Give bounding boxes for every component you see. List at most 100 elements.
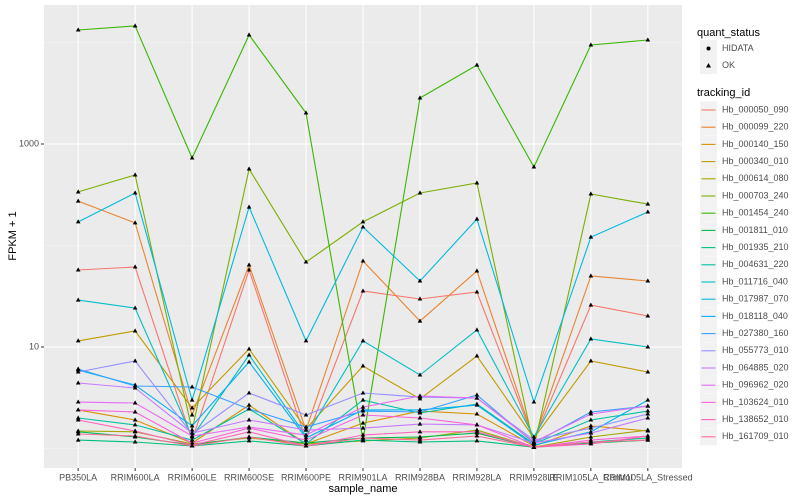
point: [75, 380, 81, 385]
point: [417, 407, 423, 412]
point: [645, 427, 651, 432]
point: [189, 443, 195, 448]
point: [360, 390, 366, 395]
point: [417, 296, 423, 301]
point: [645, 408, 651, 413]
point: [588, 302, 594, 307]
point: [132, 190, 138, 195]
point: [645, 278, 651, 283]
point: [75, 369, 81, 374]
point: [645, 433, 651, 438]
x-tick-label: RRIM105LA_Stressed: [603, 472, 693, 482]
point: [645, 201, 651, 206]
legend-label: Hb_096962_020: [722, 380, 789, 390]
point: [132, 23, 138, 28]
legend-label: Hb_103624_010: [722, 397, 789, 407]
point: [132, 428, 138, 433]
legend-label: Hb_001454_240: [722, 208, 789, 218]
point: [189, 423, 195, 428]
point: [645, 397, 651, 402]
point: [246, 359, 252, 364]
x-tick-label: RRIM600SE: [224, 472, 274, 482]
legend-label: Hb_138652_010: [722, 414, 789, 424]
point: [645, 37, 651, 42]
point: [588, 411, 594, 416]
point: [474, 289, 480, 294]
point: [132, 220, 138, 225]
point: [645, 403, 651, 408]
point: [417, 421, 423, 426]
point: [360, 258, 366, 263]
point: [360, 397, 366, 402]
point: [360, 435, 366, 440]
point: [246, 417, 252, 422]
point: [417, 95, 423, 100]
point: [75, 198, 81, 203]
x-tick-label: RRIM901LA: [338, 472, 387, 482]
legend-label: Hb_018118_040: [722, 311, 788, 321]
point: [303, 432, 309, 437]
point: [588, 423, 594, 428]
point: [189, 405, 195, 410]
point: [303, 443, 309, 448]
point: [417, 393, 423, 398]
point: [474, 268, 480, 273]
point: [246, 425, 252, 430]
legend-label: HIDATA: [722, 43, 754, 53]
point: [246, 262, 252, 267]
legend-label: Hb_011716_040: [722, 276, 788, 286]
point: [246, 438, 252, 443]
legend-label: Hb_064885_020: [722, 362, 789, 372]
point: [132, 417, 138, 422]
point: [417, 278, 423, 283]
legend-title: quant_status: [697, 27, 760, 39]
point: [417, 409, 423, 414]
point: [417, 429, 423, 434]
y-tick-label: 1000: [19, 138, 39, 148]
point: [474, 433, 480, 438]
point: [132, 409, 138, 414]
legend-shape: [706, 46, 711, 51]
point: [75, 338, 81, 343]
point: [132, 264, 138, 269]
x-tick-label: PB350LA: [59, 472, 97, 482]
point: [189, 412, 195, 417]
legend-label: Hb_000614_080: [722, 173, 789, 183]
point: [474, 429, 480, 434]
point: [303, 435, 309, 440]
point: [588, 336, 594, 341]
legend-label: Hb_001811_010: [722, 225, 788, 235]
point: [474, 422, 480, 427]
point: [588, 430, 594, 435]
point: [303, 424, 309, 429]
point: [246, 402, 252, 407]
point: [474, 353, 480, 358]
point: [189, 430, 195, 435]
point: [474, 327, 480, 332]
legend-label: Hb_000099_220: [722, 122, 789, 132]
lines: [75, 23, 651, 449]
point: [75, 429, 81, 434]
point: [417, 437, 423, 442]
legend-label: Hb_000050_090: [722, 104, 789, 114]
x-tick-label: RRIM928BA: [395, 472, 445, 482]
point: [360, 420, 366, 425]
point: [474, 402, 480, 407]
point: [75, 407, 81, 412]
point: [75, 27, 81, 32]
point: [246, 390, 252, 395]
point: [531, 439, 537, 444]
point: [132, 358, 138, 363]
point: [588, 234, 594, 239]
point: [132, 172, 138, 177]
point: [360, 412, 366, 417]
point: [360, 219, 366, 224]
point: [474, 216, 480, 221]
point: [246, 346, 252, 351]
point: [588, 439, 594, 444]
point: [360, 338, 366, 343]
point: [246, 32, 252, 37]
point: [360, 288, 366, 293]
point: [75, 437, 81, 442]
x-axis-title: sample_name: [328, 483, 397, 495]
